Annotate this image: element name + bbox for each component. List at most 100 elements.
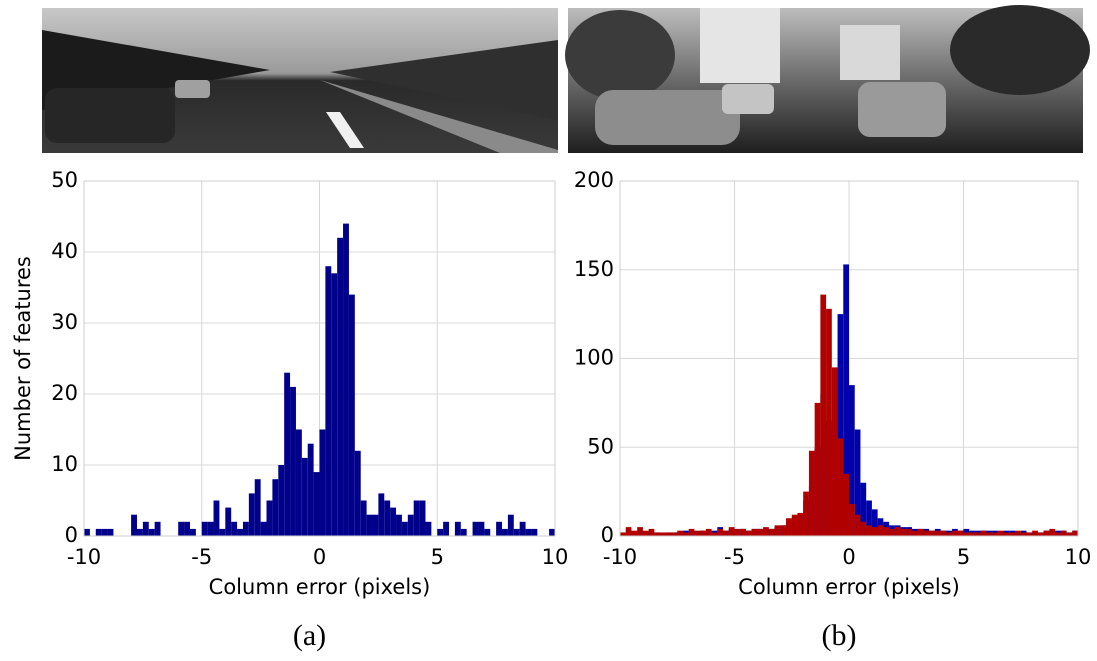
bar xyxy=(952,530,958,536)
bar xyxy=(797,512,804,536)
bar xyxy=(866,500,872,536)
bar xyxy=(219,528,226,536)
bar xyxy=(248,493,255,536)
bar xyxy=(295,429,302,536)
bar xyxy=(843,473,849,536)
bar xyxy=(272,479,279,536)
bar xyxy=(625,527,632,536)
bar xyxy=(107,528,114,536)
bar xyxy=(378,493,385,536)
bar xyxy=(820,294,827,536)
bar xyxy=(957,530,964,536)
bar xyxy=(889,528,895,536)
bar xyxy=(478,521,485,536)
bar xyxy=(531,528,538,536)
x-tick-label: -5 xyxy=(191,545,212,569)
bar xyxy=(189,528,196,536)
bar xyxy=(648,528,655,536)
y-axis-label: Number of features xyxy=(11,256,35,461)
bar xyxy=(786,518,792,536)
bar xyxy=(694,530,701,536)
bar xyxy=(946,532,953,536)
bar xyxy=(768,528,775,536)
bar xyxy=(1072,530,1078,536)
photo-street xyxy=(565,5,1090,153)
bar xyxy=(1043,530,1050,536)
bar xyxy=(148,528,155,536)
bar xyxy=(1037,532,1044,536)
bar xyxy=(396,514,402,536)
bar xyxy=(894,527,901,536)
x-tick-label: -10 xyxy=(603,545,637,569)
bar xyxy=(705,528,712,536)
bar xyxy=(642,530,649,536)
bar xyxy=(860,521,867,536)
bar xyxy=(803,491,809,536)
bar xyxy=(751,528,758,536)
bar xyxy=(484,528,491,536)
bar xyxy=(665,532,672,536)
bar xyxy=(1060,530,1067,536)
bar xyxy=(774,525,781,536)
x-tick-label: -5 xyxy=(724,545,745,569)
bar xyxy=(757,528,764,536)
bar xyxy=(620,532,626,536)
caption: (b) xyxy=(822,619,857,652)
bar xyxy=(178,521,185,536)
bar xyxy=(460,528,467,536)
bar xyxy=(437,528,444,536)
bar xyxy=(654,532,661,536)
bar xyxy=(496,521,503,536)
bar xyxy=(231,521,238,536)
bar xyxy=(826,308,832,536)
bar xyxy=(348,294,355,536)
bar xyxy=(184,521,190,536)
x-tick-label: 0 xyxy=(313,545,326,569)
bar xyxy=(425,521,432,536)
plot-frame xyxy=(83,180,556,537)
x-axis-label: Column error (pixels) xyxy=(209,575,431,599)
bar xyxy=(677,530,683,536)
bar xyxy=(237,528,243,536)
bar xyxy=(519,521,526,536)
bar xyxy=(717,528,724,536)
bar xyxy=(900,528,907,536)
bar xyxy=(849,504,855,536)
bar xyxy=(207,521,214,536)
bar xyxy=(671,532,678,536)
bar xyxy=(343,223,349,536)
bar xyxy=(688,528,695,536)
bar xyxy=(808,450,815,536)
bar xyxy=(682,532,689,536)
bar xyxy=(525,528,532,536)
bar xyxy=(95,528,102,536)
bar xyxy=(372,514,379,536)
bar xyxy=(997,530,1004,536)
bar xyxy=(201,521,208,536)
y-tick-label: 100 xyxy=(574,346,614,370)
bar xyxy=(745,530,752,536)
bar xyxy=(814,402,821,536)
x-tick-label: 10 xyxy=(1065,545,1092,569)
bar xyxy=(837,438,844,536)
bar xyxy=(969,532,975,536)
x-tick-label: 10 xyxy=(542,545,569,569)
y-tick-label: 30 xyxy=(51,310,78,334)
bar xyxy=(883,527,890,536)
bar xyxy=(780,525,787,536)
bar xyxy=(728,527,735,536)
bar xyxy=(837,314,844,536)
bar xyxy=(360,500,367,536)
bar xyxy=(502,528,508,536)
bar xyxy=(871,509,878,536)
bar xyxy=(513,528,520,536)
bar xyxy=(1055,532,1061,536)
bar xyxy=(225,507,232,536)
y-tick-label: 40 xyxy=(51,239,78,263)
y-tick-label: 20 xyxy=(51,381,78,405)
bar xyxy=(906,528,912,536)
y-tick-label: 150 xyxy=(574,257,614,281)
bar xyxy=(390,507,397,536)
bar xyxy=(549,528,555,536)
